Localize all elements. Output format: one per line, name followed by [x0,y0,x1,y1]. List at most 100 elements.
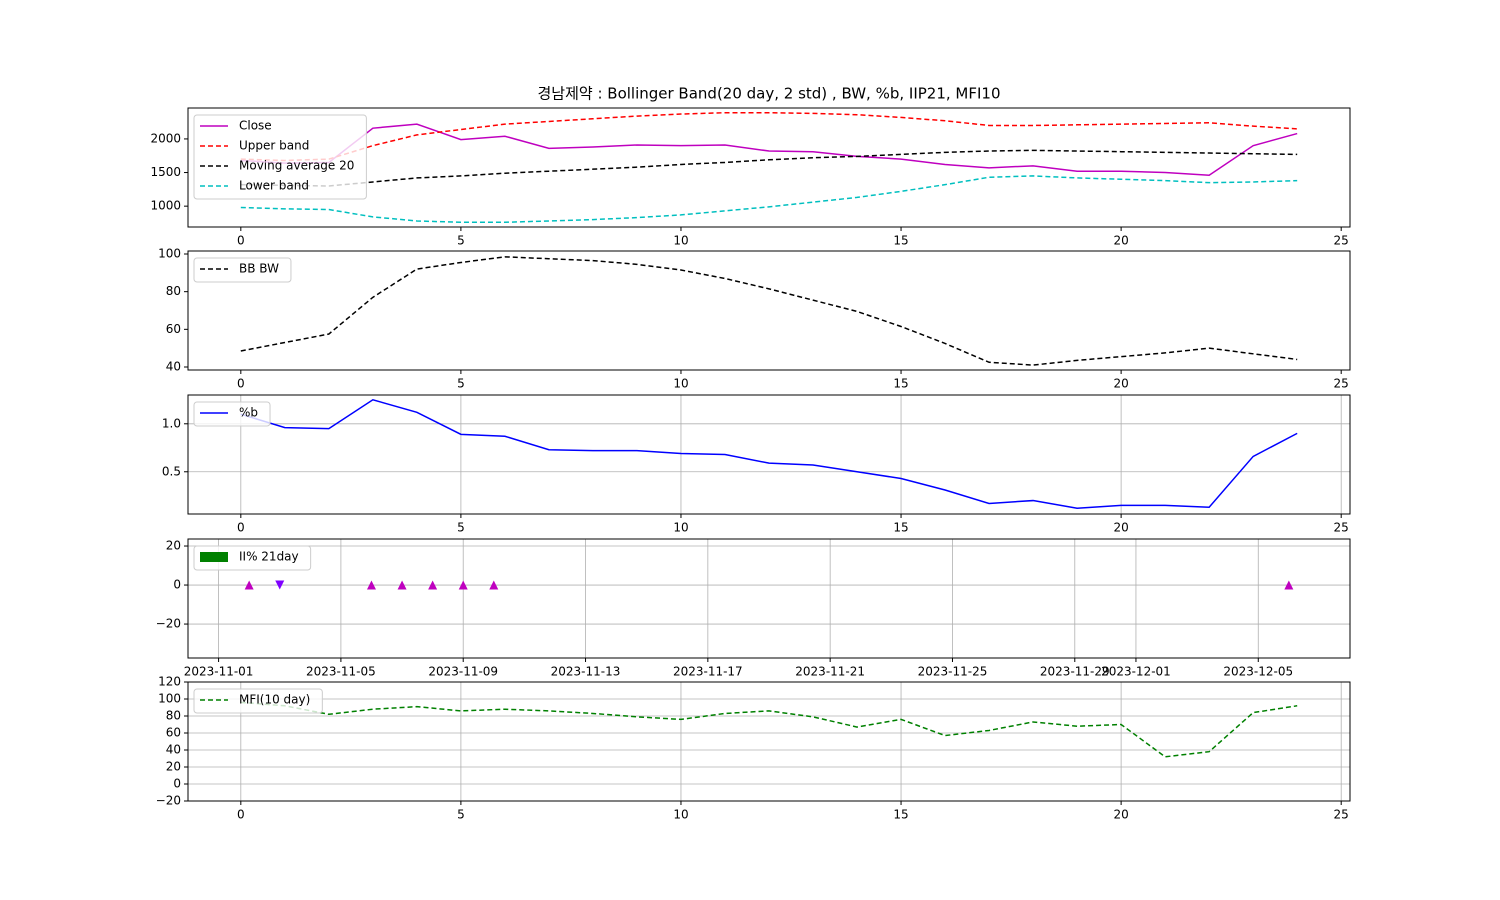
legend-box [193,114,367,200]
line-series [240,111,1298,162]
y-tick-label: 80 [166,284,181,298]
y-tick-label: 100 [158,692,181,706]
y-tick-label: 0 [173,578,181,592]
line-series [240,256,1298,366]
legend: %b [193,401,271,427]
legend-label: II% 21day [239,550,299,564]
x-tick-label: 5 [457,808,465,822]
plot-area [188,251,1350,370]
legend-swatch [200,552,228,562]
x-tick-label: 0 [237,521,245,535]
panel: 0 5 10 15 20 25 −20 0 20 40 60 80 100 120 MFI(10 day) [156,675,1351,822]
y-tick-label: 0.5 [162,464,181,478]
x-tick-label: 2023-11-01 [184,665,254,679]
x-tick-label: 20 [1113,234,1128,248]
y-tick-label: 80 [166,709,181,723]
x-tick-label: 2023-11-05 [306,665,376,679]
marker [397,580,407,590]
x-tick-label: 20 [1113,521,1128,535]
panel: 경남제약 : Bollinger Band(20 day, 2 std) , B… [150,85,1351,248]
legend-label: Close [239,119,272,133]
plot-area [188,395,1350,514]
x-tick-label: 15 [893,234,908,248]
x-tick-label: 5 [457,234,465,248]
x-tick-label: 20 [1113,808,1128,822]
x-tick-label: 0 [237,808,245,822]
x-tick-label: 10 [673,808,688,822]
line-series [240,701,1298,758]
legend-box [193,688,323,714]
legend-label: Lower band [239,179,309,193]
y-tick-label: 40 [166,743,181,757]
y-tick-label: −20 [156,617,181,631]
axes-frame [187,681,1351,802]
x-tick-label: 15 [893,521,908,535]
x-tick-label: 2023-11-21 [795,665,865,679]
legend-box [193,257,292,283]
x-tick-label: 0 [237,377,245,391]
x-tick-label: 10 [673,234,688,248]
axes-frame [187,394,1351,515]
x-tick-label: 2023-12-01 [1101,665,1171,679]
y-tick-label: 120 [158,675,181,689]
line-series [240,175,1298,224]
x-tick-label: 25 [1334,521,1349,535]
marker [428,580,438,590]
marker [489,580,499,590]
legend-label: MFI(10 day) [239,693,310,707]
axes-frame [187,107,1351,228]
line-series [240,123,1298,176]
y-tick-label: 0 [173,777,181,791]
panel: 0 5 10 15 20 25 40 60 80 100 BB BW [158,247,1351,391]
legend-box [193,401,271,427]
y-tick-label: 2000 [150,131,181,145]
legend: II% 21day [193,545,312,571]
marker [366,580,376,590]
x-tick-label: 25 [1334,808,1349,822]
x-tick-label: 5 [457,377,465,391]
y-tick-label: 20 [166,760,181,774]
marker [458,580,468,590]
y-tick-label: 1000 [150,199,181,213]
x-tick-label: 2023-11-17 [673,665,743,679]
legend-label: BB BW [239,262,279,276]
marker [1284,580,1294,590]
y-tick-label: 100 [158,247,181,261]
panel: 0 5 10 15 20 25 0.5 1.0 %b [162,394,1351,535]
y-tick-label: 20 [166,539,181,553]
x-tick-label: 2023-12-05 [1223,665,1293,679]
x-tick-label: 25 [1334,234,1349,248]
y-tick-label: 60 [166,726,181,740]
x-tick-label: 2023-11-09 [428,665,498,679]
line-series [240,398,1298,509]
y-tick-label: 40 [166,359,181,373]
x-tick-label: 15 [893,808,908,822]
marker [275,580,285,590]
legend-label: Upper band [239,139,309,153]
legend: MFI(10 day) [193,688,323,714]
legend: BB BW [193,257,292,283]
y-tick-label: 60 [166,322,181,336]
x-tick-label: 2023-11-29 [1040,665,1110,679]
x-tick-label: 2023-11-13 [551,665,621,679]
x-tick-label: 25 [1334,377,1349,391]
x-tick-label: 10 [673,521,688,535]
x-tick-label: 0 [237,234,245,248]
chart-title: 경남제약 : Bollinger Band(20 day, 2 std) , B… [537,85,1000,103]
x-tick-label: 15 [893,377,908,391]
legend: Close Upper band Moving average 20 Lower ba… [193,114,367,200]
plot-area [188,539,1350,658]
x-tick-label: 2023-11-25 [918,665,988,679]
axes-frame [187,250,1351,371]
x-tick-label: 20 [1113,377,1128,391]
panel: 2023-11-01 2023-11-05 2023-11-09 2023-11-13… [156,538,1351,679]
plot-area [188,682,1350,801]
y-tick-label: 1.0 [162,416,181,430]
line-series [240,149,1298,187]
marker [244,580,254,590]
y-tick-label: −20 [156,794,181,808]
legend-label: %b [239,406,258,420]
y-tick-label: 1500 [150,165,181,179]
axes-frame [187,538,1351,659]
